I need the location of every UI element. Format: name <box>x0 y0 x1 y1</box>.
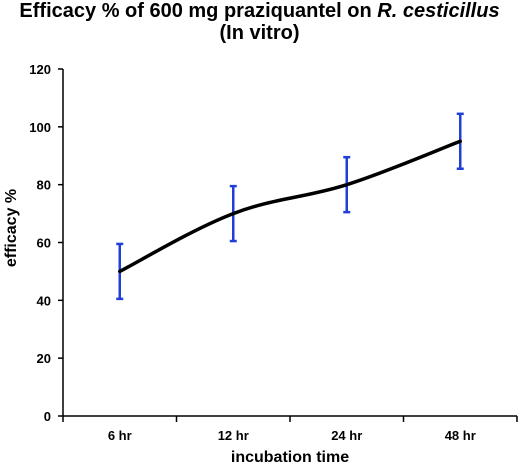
y-tick-label: 80 <box>37 178 51 193</box>
y-tick-label: 120 <box>29 62 51 77</box>
x-tick-label: 48 hr <box>445 428 476 443</box>
chart-axes <box>62 69 517 417</box>
chart-title-text: Efficacy % of 600 mg praziquantel on <box>19 0 378 22</box>
error-bars <box>116 112 464 301</box>
chart-title: Efficacy % of 600 mg praziquantel on R. … <box>0 0 519 23</box>
series-lines <box>118 139 462 274</box>
y-axis-label: efficacy % <box>3 189 20 267</box>
x-axis-label: incubation time <box>231 449 349 466</box>
y-tick-label: 40 <box>37 293 51 308</box>
series-line <box>118 139 462 274</box>
y-tick-label: 20 <box>37 351 51 366</box>
chart-subtitle: (In vitro) <box>219 22 300 44</box>
x-tick-label: 12 hr <box>218 428 249 443</box>
y-tick-label: 0 <box>44 409 51 424</box>
y-tick-label: 60 <box>37 236 51 251</box>
y-tick-label: 100 <box>29 120 51 135</box>
y-axis-ticks: 0 20 40 60 80 100 120 <box>29 62 63 424</box>
x-tick-label: 6 hr <box>108 428 132 443</box>
x-axis-ticks: 6 hr 12 hr 24 hr 48 hr <box>62 416 518 443</box>
x-tick-label: 24 hr <box>331 428 362 443</box>
chart-title-species: R. cesticillus <box>377 0 500 22</box>
